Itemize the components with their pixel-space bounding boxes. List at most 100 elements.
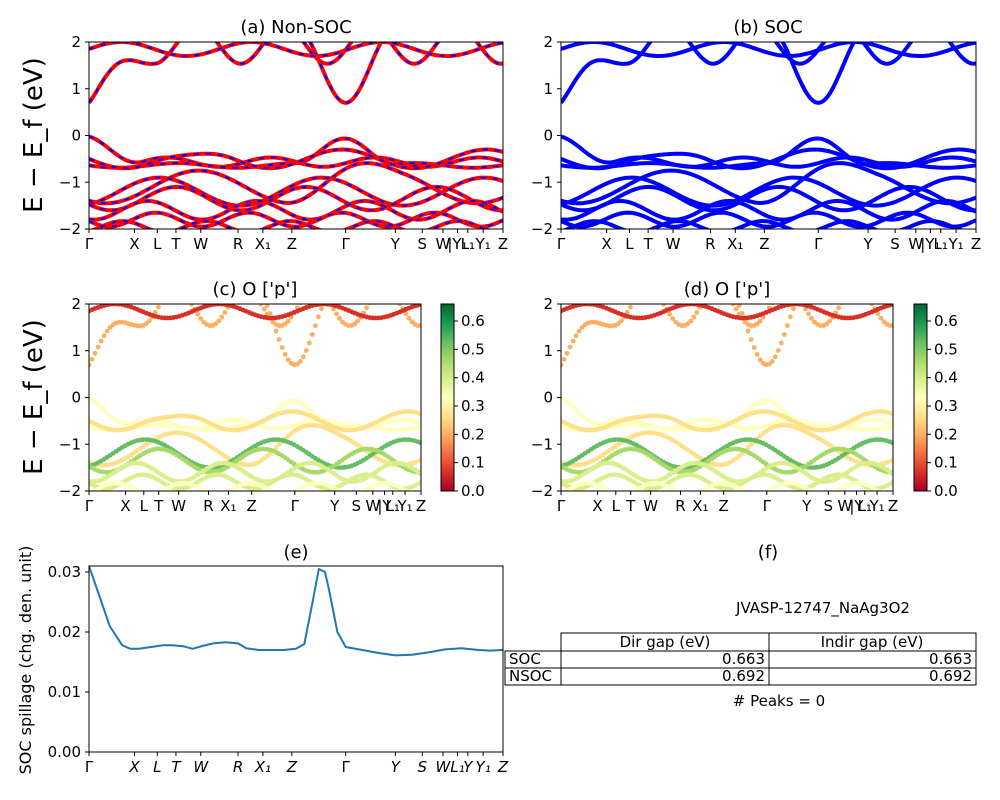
panel-c-band-1-point xyxy=(174,288,179,293)
panel-c-xtick-label: Y xyxy=(329,497,340,515)
panel-d-xtick-label: X₁ xyxy=(692,497,708,515)
panel-c-band-0-point xyxy=(364,305,370,311)
panel-d-band-1-point xyxy=(812,288,817,293)
panel-d-band-1-point xyxy=(815,288,820,293)
spillage-ytick-label: 0.02 xyxy=(48,623,81,641)
panel-d-band-1-point xyxy=(571,288,576,293)
panel-c-band-1-point xyxy=(373,288,378,293)
panel-a-band-8-overlay xyxy=(89,200,503,221)
panel-d-xtick-label: T xyxy=(625,497,636,515)
panel-c-band-9-point xyxy=(418,479,421,485)
panel-d-band-10-point xyxy=(673,488,679,491)
panel-a-xtick-label: L xyxy=(153,235,162,253)
panel-d-band-0-point xyxy=(667,311,673,317)
spillage-xtick-label: R xyxy=(233,758,243,776)
panel-d-band-10-point xyxy=(818,492,823,497)
panel-d-band-0-point xyxy=(824,321,829,327)
panel-d-band-3-point xyxy=(778,406,784,412)
panel-c-band-0-point xyxy=(334,311,339,317)
panel-d-band-10-point xyxy=(685,492,690,497)
panel-d-band-1-point xyxy=(739,311,745,316)
spillage-xtick-label: Y xyxy=(391,758,402,776)
panel-d-band-1-point xyxy=(589,288,594,293)
panel-d-band-1-point xyxy=(667,288,672,293)
panel-b-xtick-label: L₁ xyxy=(934,235,948,253)
panel-d-band-8-point xyxy=(890,471,893,477)
panel-a-ytick-label: 1 xyxy=(71,80,81,98)
panel-d-band-0-point xyxy=(791,289,796,294)
panel-c-band-0-point xyxy=(258,304,264,307)
panel-d-band-10-point xyxy=(616,492,621,497)
panel-c-band-0-point xyxy=(304,291,309,296)
panel-a-xtick-label: X₁ xyxy=(255,235,271,253)
panel-c-band-10-point xyxy=(144,492,149,497)
panel-c-band-1-point xyxy=(168,288,173,293)
table-cell-nsoc-indir: 0.692 xyxy=(929,667,972,685)
panel-d-band-0-point xyxy=(730,304,736,307)
panel-d-band-10-point xyxy=(878,489,884,491)
panel-a-band-9-overlay xyxy=(89,211,503,228)
panel-d-xtick-label: Γ xyxy=(557,497,566,515)
panel-c-band-2-point xyxy=(98,404,104,410)
panel-d-ytick-label: 2 xyxy=(543,295,553,313)
panel-c-band-1-point xyxy=(99,288,104,293)
panel-c-band-1-point xyxy=(325,294,330,299)
panel-d-band-1-point xyxy=(870,288,875,293)
panel-c-band-0-point xyxy=(337,315,342,321)
panel-b-xtick-label: Z xyxy=(759,235,769,253)
panel-c-band-10-point xyxy=(337,488,342,491)
panel-c-band-1-point xyxy=(306,340,312,346)
panel-d-band-1-point xyxy=(769,359,775,364)
panel-c-band-0-point xyxy=(373,292,378,297)
panel-d-band-1-point xyxy=(800,290,805,295)
panel-d-band-0-point xyxy=(670,316,676,321)
panel-a-band-11 xyxy=(89,42,503,58)
panel-d-band-10-point xyxy=(749,491,754,496)
panel-c-band-6-point xyxy=(418,440,421,446)
panel-c-band-1-point xyxy=(416,288,421,293)
panel-d-band-0-point xyxy=(779,288,784,293)
panel-c-band-1-point xyxy=(171,288,176,293)
panel-c-band-1-point xyxy=(322,299,327,304)
panel-c-band-1-point xyxy=(379,288,384,293)
material-id: JVASP-12747_NaAg3O2 xyxy=(735,599,910,618)
panel-c-band-10-point xyxy=(201,488,207,491)
panel-c-band-0-point xyxy=(183,293,188,298)
panel-c-band-0-point xyxy=(195,311,201,317)
panel-d-band-0-point xyxy=(851,287,856,292)
panel-d-band-1-point xyxy=(673,288,678,293)
spillage-xtick-label: W xyxy=(436,758,452,776)
panel-d-band-1-point xyxy=(842,288,847,293)
panel-d-band-5-point xyxy=(745,445,751,450)
panel-d-band-0-point xyxy=(567,344,573,350)
colorbar-c-tick-label: 0.3 xyxy=(461,397,485,415)
panel-c-band-10-point xyxy=(280,492,285,497)
panel-c-band-1-point xyxy=(388,288,393,293)
panel-c-band-1-point xyxy=(201,288,206,293)
panel-d-band-1-point xyxy=(803,288,808,293)
panel-c-band-1-point xyxy=(189,288,194,293)
panel-b-band-10 xyxy=(561,219,965,229)
panel-a-xtick-label: Γ xyxy=(342,235,351,253)
panel-d-band-1-point xyxy=(631,288,636,293)
panel-c-band-0-point xyxy=(177,287,182,292)
panel-c-band-0-point xyxy=(156,304,161,310)
panel-d-band-1-point xyxy=(785,323,790,328)
panel-c-band-1-point xyxy=(147,288,152,293)
panel-d-band-10-point xyxy=(888,492,893,497)
panel-c-xtick-label: T xyxy=(153,497,164,515)
panel-b-xtick-label: R xyxy=(705,235,715,253)
panel-d-band-1-point xyxy=(562,288,567,293)
panel-c-band-3-point xyxy=(276,405,282,411)
panel-b-xtick-label: S xyxy=(890,235,900,253)
panel-c-band-1-point xyxy=(309,332,315,337)
panel-c-band-1-point xyxy=(93,288,98,293)
panel-c-band-0-point xyxy=(198,316,204,321)
panel-c-band-1-point xyxy=(401,288,406,293)
panel-d-band-1-point xyxy=(655,288,660,293)
panel-d-band-0-point xyxy=(628,304,633,310)
panel-b-xtick-label: Y xyxy=(863,235,874,253)
colorbar-c-tick-label: 0.1 xyxy=(461,454,485,472)
